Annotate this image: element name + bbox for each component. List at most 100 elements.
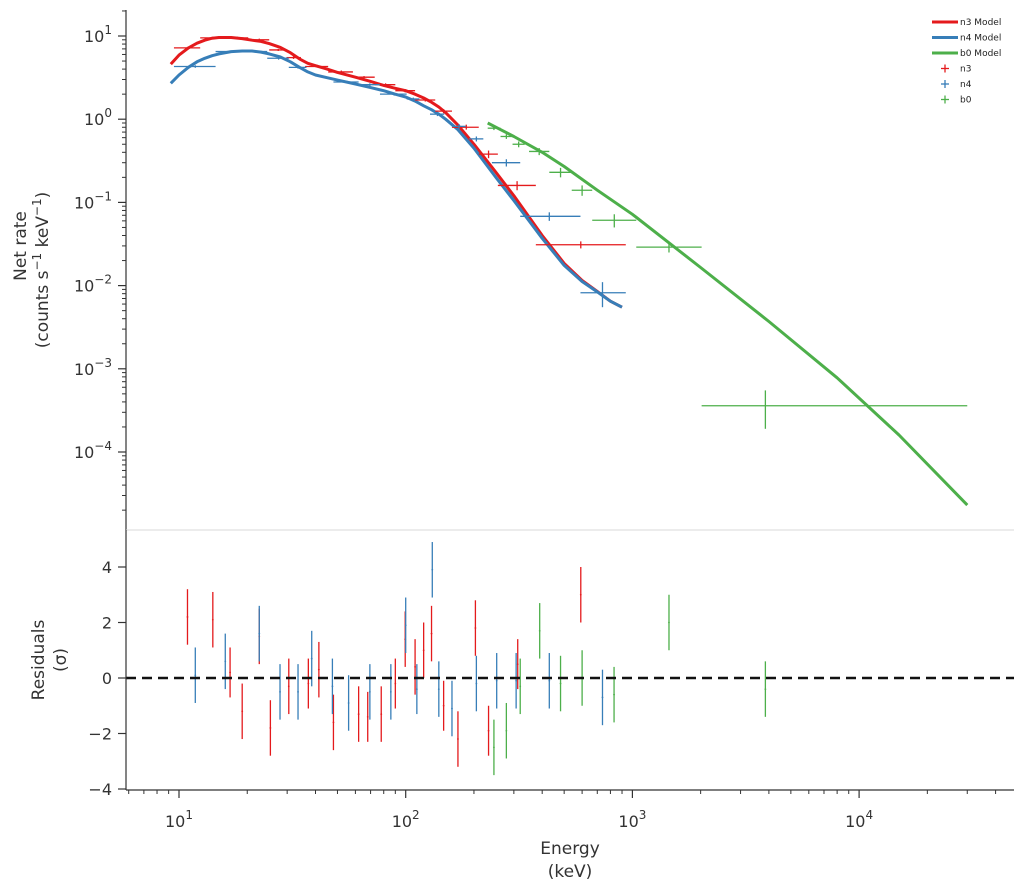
n4-residual-point [437,661,440,717]
n4-residual-marker [389,690,392,693]
b0-model-curve [487,121,969,507]
n3-residual-marker [457,738,459,740]
y-tick-label: 10−2 [74,273,112,296]
n4-residual-marker [548,679,551,682]
n4-residual-marker [368,690,371,693]
b0-residual-point [764,661,767,717]
x-tick-label: 104 [845,808,873,831]
b0-residual-marker [493,746,495,749]
b0-data-point [571,185,593,196]
n4-residual-point [548,653,551,709]
n3-residual-marker [307,682,310,685]
n4-residual-marker [297,690,299,693]
spectrum-y-axis-label-line1: Net rate [11,211,31,281]
y-tick-label: 10−4 [74,439,112,462]
b0-residual-point [505,702,508,759]
legend-label: n4 Model [960,34,1001,44]
legend: n3 Model n4 Model b0 Model n3 n4 b0 [932,18,1001,106]
n4-residual-point [515,653,518,709]
legend-label: n3 Model [960,18,1001,28]
y-tick-label: 100 [84,106,112,129]
n4-residual-point [451,680,453,737]
b0-residual-marker [505,729,508,732]
x-tick-label: 102 [392,808,420,831]
x-ticks: 101 102 103 104 [128,790,997,831]
n4-residual-marker [415,688,418,690]
b0-residual-point [493,719,495,776]
n3-residual-marker [442,704,445,707]
n3-residual-marker [422,649,425,652]
x-axis-label-line2: (keV) [548,862,593,882]
n3-residual-marker [366,715,369,718]
b0-data-point [592,214,637,228]
n3-data-point [535,241,626,249]
n3-residual-marker [414,666,416,668]
legend-label: n4 [960,80,972,90]
legend-entry-n4-model: n4 Model [932,34,1001,44]
n4-data-point [267,56,289,60]
n4-data-point [333,80,359,84]
residual-y-tick-label: 4 [102,558,112,577]
n3-residual-point [487,705,490,756]
n3-residual-marker [474,627,477,629]
n3-residual-point [287,658,290,715]
n4-residual-marker [475,682,478,685]
n4-residual-marker [437,688,440,690]
n3-data-point [225,36,249,40]
n4-residual-point [415,664,418,715]
n4-data-point [520,212,581,221]
legend-label: b0 [960,96,972,106]
y-tick-label: 10−3 [74,356,112,379]
y-tick-label: 101 [84,23,112,46]
n4-data-point [288,66,307,69]
n4-data-point [215,50,243,53]
b0-residual-marker [538,629,541,632]
n4-residual-point [389,664,392,720]
n3-residual-point [394,658,397,709]
residual-points [186,542,767,776]
b0-data-point [701,390,968,429]
n4-residual-point [224,633,227,690]
residuals-y-ticks: 4 2 0 −2 −4 [88,558,126,799]
n4-residual-marker [279,690,281,693]
residual-y-tick-label: −4 [88,780,112,799]
n3-data-point [173,46,201,49]
n3-residual-point [422,622,425,678]
n3-residual-point [380,686,383,742]
n3-residual-point [442,680,445,731]
n3-residual-point [457,711,459,767]
n3-data-point [286,56,301,59]
n3-data-point [395,89,416,93]
n4-residual-point [601,669,604,726]
legend-label: n3 [960,65,971,75]
n4-data-point [406,97,420,101]
n4-residual-point [495,653,498,709]
n4-residual-point [404,597,407,654]
n4-residual-point [475,655,478,712]
n3-residual-point [269,700,272,756]
n4-residual-marker [258,632,261,635]
n4-data-point [358,83,380,87]
n3-residual-marker [269,727,272,729]
n4-residual-marker [431,568,434,571]
n3-residual-point [516,639,519,690]
legend-entry-b0: b0 [941,95,972,106]
spectrum-panel: 101 100 10−1 10−2 10−3 10−4 Net rate (counts … [11,10,1014,531]
b0-data-point [636,242,702,253]
n3-data-point [200,36,226,40]
residuals-y-axis-label-line2: (σ) [51,648,71,672]
residuals-y-axis-label-line1: Residuals [29,620,49,701]
spectrum-y-ticks: 101 100 10−1 10−2 10−3 10−4 [74,10,126,511]
b0-residual-point [613,666,615,723]
n3-residual-point [474,600,477,656]
n3-residual-point [241,683,244,740]
data-points [173,36,968,429]
n4-residual-marker [601,696,604,699]
n3-residual-marker [332,721,335,724]
x-axis-label-line1: Energy [540,839,600,859]
n3-residual-point [186,589,189,645]
residuals-panel: 4 2 0 −2 −4 101 102 103 104 Residuals (σ) Energ… [29,530,1014,882]
legend-entry-n4: n4 [941,80,972,90]
